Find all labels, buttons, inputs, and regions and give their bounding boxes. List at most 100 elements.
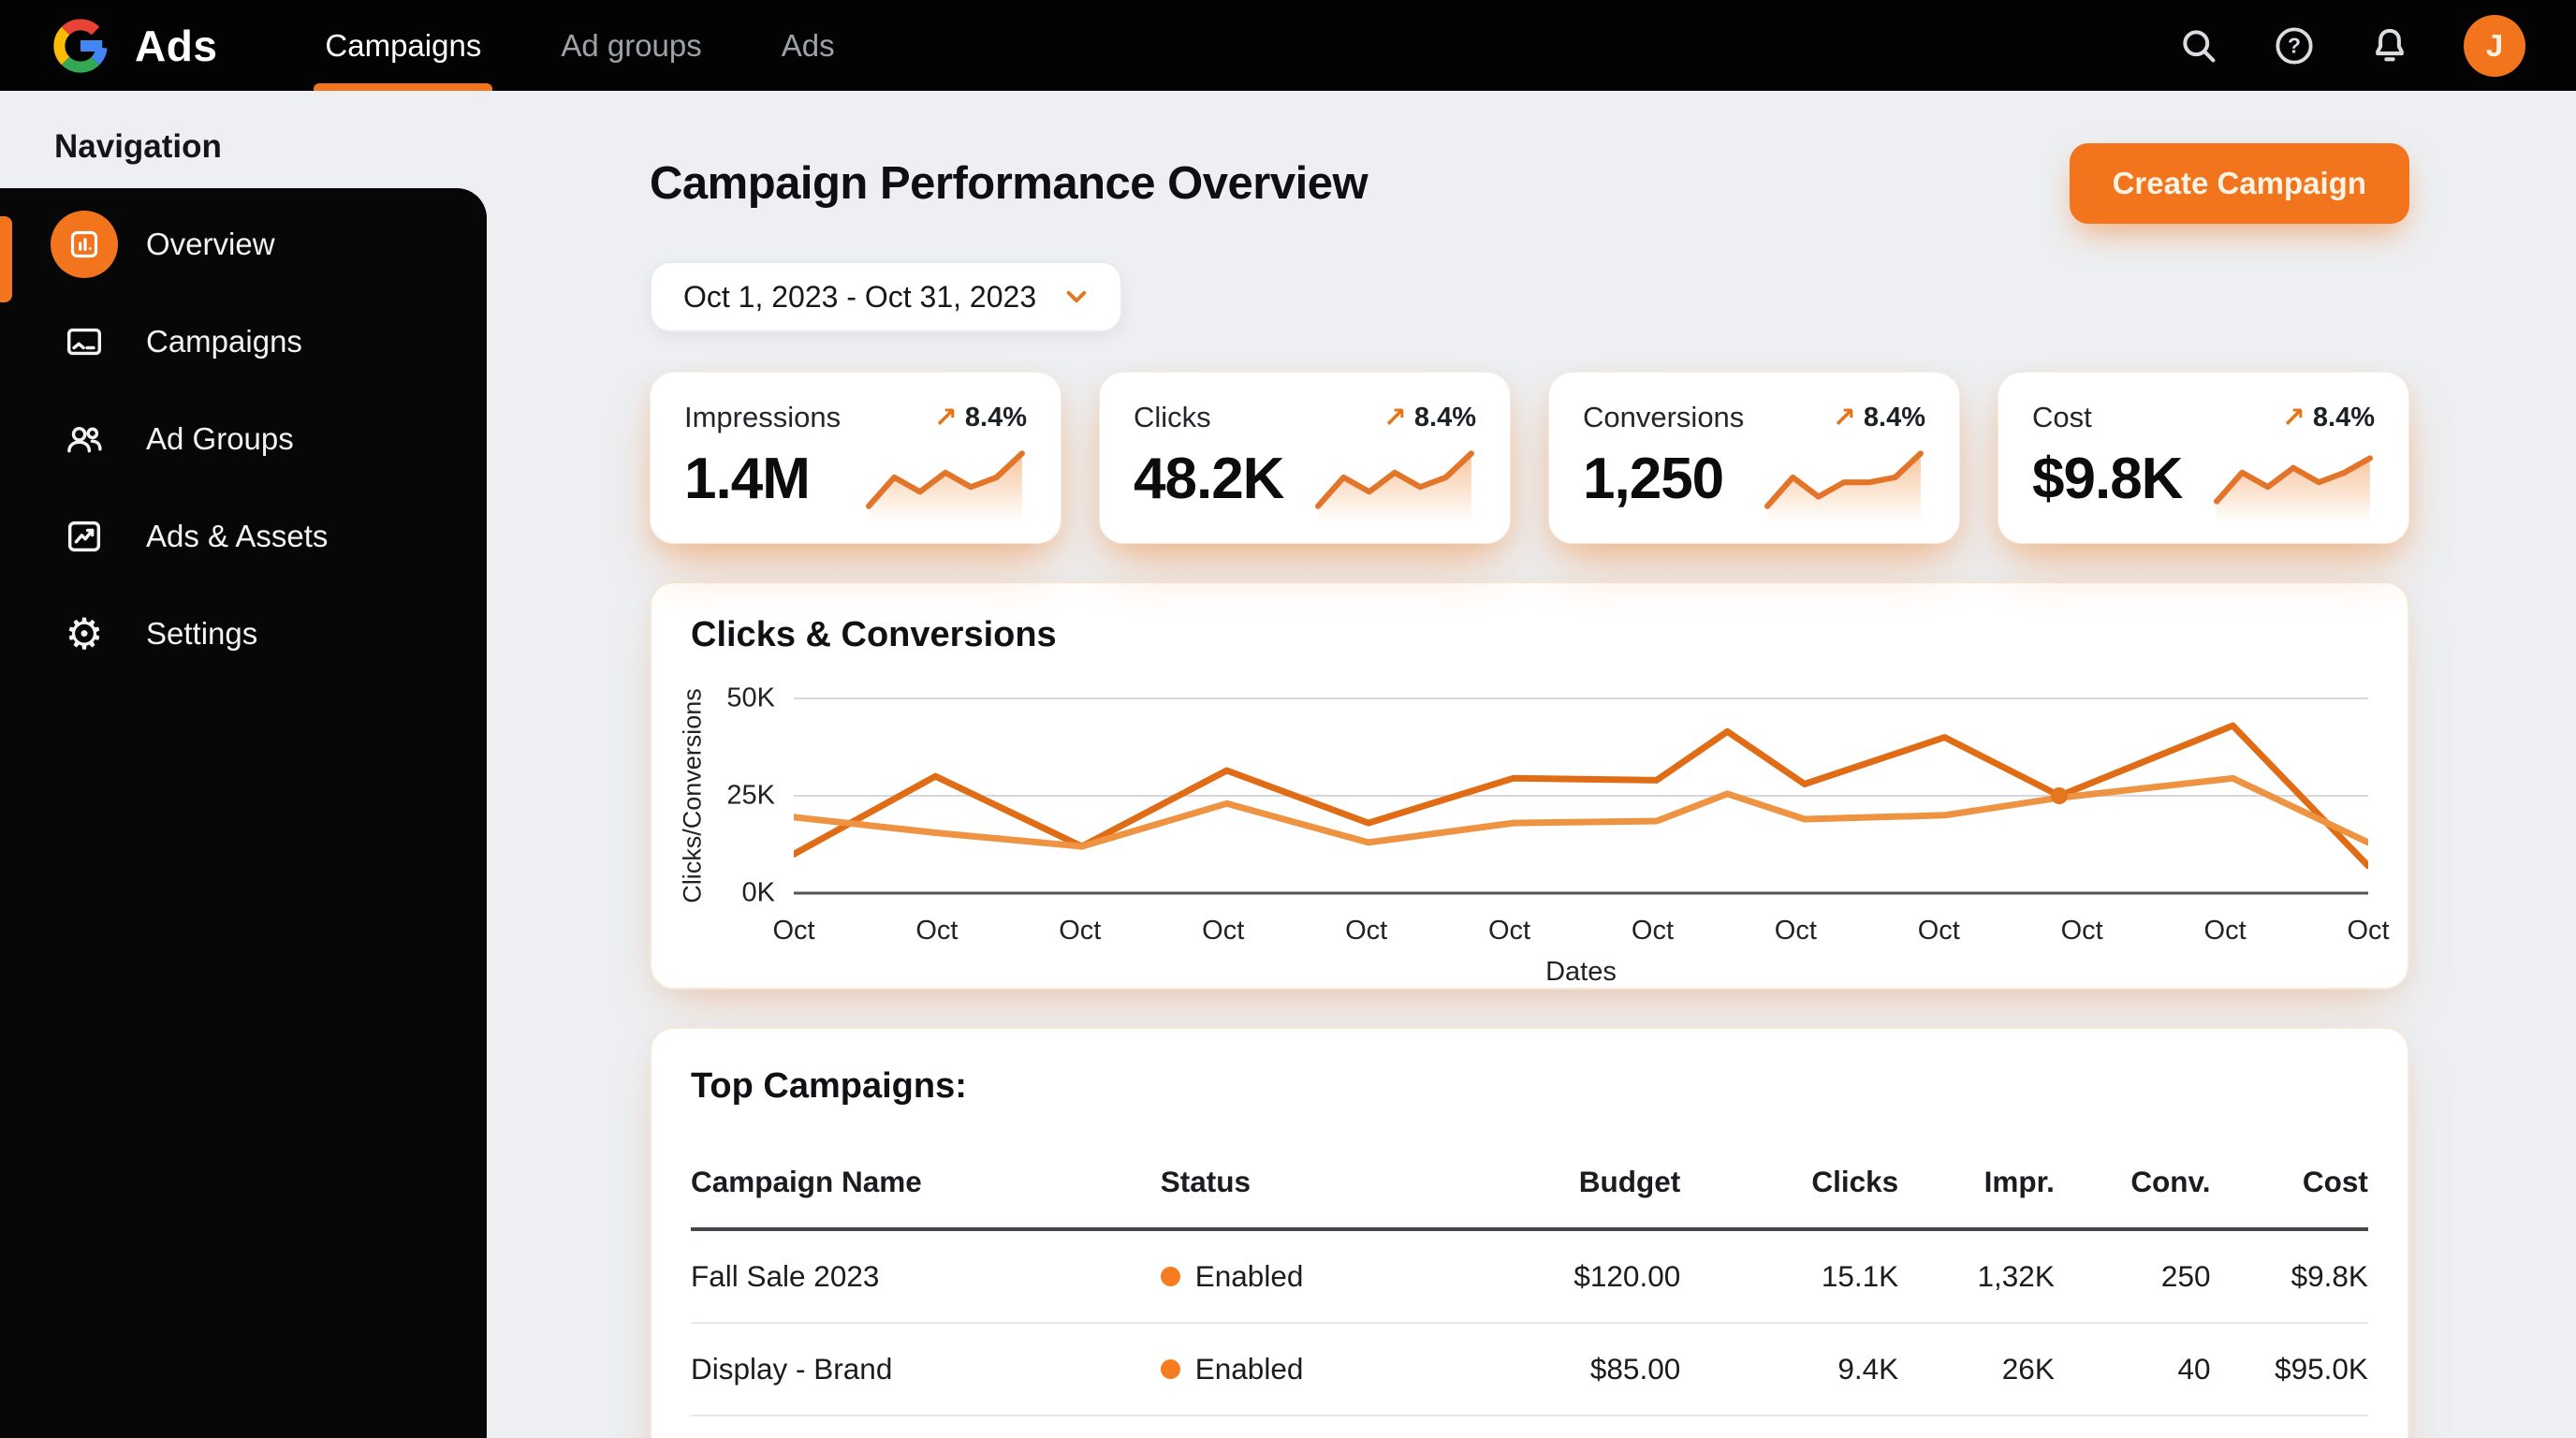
line-chart-svg — [794, 683, 2368, 908]
search-icon[interactable] — [2177, 24, 2220, 67]
main-content: Campaign Performance Overview Create Cam… — [487, 91, 2576, 1438]
x-tick-label: Oct — [1202, 916, 1245, 946]
overview-active-circle — [51, 211, 118, 278]
y-axis-label: Clicks/Conversions — [678, 688, 707, 903]
x-tick-label: Oct — [1345, 916, 1388, 946]
status-dot — [1160, 1267, 1180, 1286]
top-bar: Ads Campaigns Ad groups Ads ? J — [0, 0, 2576, 91]
kpi-label: Cost — [2032, 401, 2092, 433]
sidebar-item-overview[interactable]: Overview — [0, 196, 487, 293]
kpi-card-clicks: Clicks ↗ 8.4% 48.2K — [1099, 372, 1511, 544]
help-icon[interactable]: ? — [2273, 24, 2316, 67]
bar-chart-icon — [70, 230, 98, 258]
clicks-value: 15.1K — [1821, 1259, 1899, 1293]
conv-value: 250 — [2160, 1259, 2211, 1293]
tab-ad-groups[interactable]: Ad groups — [561, 27, 702, 63]
budget-value: $60.00 — [1462, 1416, 1680, 1438]
x-tick-label: Oct — [1487, 916, 1531, 946]
brand-name: Ads — [135, 21, 218, 70]
col-budget: Budget — [1578, 1165, 1681, 1198]
campaigns-table: Campaign Name Status Budget Clicks Impr.… — [691, 1137, 2368, 1438]
col-status: Status — [1160, 1165, 1251, 1198]
kpi-card-impressions: Impressions ↗ 8.4% 1.4M — [650, 372, 1061, 544]
conv-value: 40 — [2177, 1352, 2211, 1386]
sidebar-item-label: Ad Groups — [146, 421, 294, 456]
brand: Ads — [51, 16, 217, 76]
tab-campaigns[interactable]: Campaigns — [314, 0, 493, 91]
page-title: Campaign Performance Overview — [650, 158, 1368, 209]
trend-up-arrow-icon: ↗ — [1383, 402, 1407, 433]
sidebar: Navigation Overview — [0, 91, 487, 1438]
x-tick-label: Oct — [1631, 916, 1675, 946]
table-row[interactable]: Video - Product Paused $60.00 2.2K 13K 0… — [691, 1416, 2368, 1438]
x-tick-label: Oct — [915, 916, 959, 946]
notifications-bell-icon[interactable] — [2368, 24, 2411, 67]
sparkline-chart — [2214, 455, 2373, 522]
table-row[interactable]: Fall Sale 2023 Enabled $120.00 15.1K 1,3… — [691, 1231, 2368, 1324]
cost-value: $9.8K — [2291, 1259, 2368, 1293]
campaign-name: Video - Product — [691, 1416, 1161, 1438]
x-tick-label: Oct — [1059, 916, 1102, 946]
google-logo-icon — [51, 16, 110, 76]
cost-value: $95.0K — [2275, 1352, 2368, 1386]
kpi-label: Conversions — [1583, 401, 1745, 433]
x-axis-ticks: Oct Oct Oct Oct Oct Oct Oct Oct Oct Oct Oct Oct — [772, 916, 2389, 953]
kpi-value: 48.2K — [1134, 447, 1284, 511]
kpi-value: 1,250 — [1583, 447, 1724, 511]
chart-title: Clicks & Conversions — [691, 615, 1057, 654]
impr-value: 1,32K — [1977, 1259, 2055, 1293]
series-line-conversions — [794, 778, 2368, 846]
sidebar-item-settings[interactable]: ⚙ Settings — [0, 585, 487, 682]
clicks-value: 2.2K — [1680, 1416, 1898, 1438]
kpi-change: ↗ 8.4% — [933, 402, 1027, 433]
people-icon — [51, 405, 118, 473]
sidebar-panel: Overview Campaigns — [0, 188, 487, 1438]
trend-up-arrow-icon: ↗ — [2281, 402, 2305, 433]
table-row[interactable]: Display - Brand Enabled $85.00 9.4K 26K … — [691, 1324, 2368, 1416]
kpi-change: ↗ 8.4% — [1832, 402, 1925, 433]
kpi-cards: Impressions ↗ 8.4% 1.4M Clicks ↗ 8.4% 48… — [650, 372, 2409, 544]
gear-icon: ⚙ — [65, 609, 104, 658]
top-tabs: Campaigns Ad groups Ads — [314, 0, 835, 91]
budget-value: $85.00 — [1589, 1352, 1681, 1386]
col-campaign-name: Campaign Name — [691, 1165, 922, 1198]
clicks-value: 9.4K — [1837, 1352, 1899, 1386]
trend-up-arrow-icon: ↗ — [1832, 402, 1856, 433]
kpi-value: 1.4M — [684, 447, 811, 511]
sidebar-item-ad-groups[interactable]: Ad Groups — [0, 390, 487, 488]
active-item-accent-bar — [0, 216, 12, 302]
create-campaign-button[interactable]: Create Campaign — [2069, 143, 2409, 224]
y-tick-50k: 50K — [726, 682, 775, 713]
top-campaigns-card: Top Campaigns: Campaign Name Status Budg… — [650, 1027, 2409, 1438]
status-badge: Enabled — [1194, 1259, 1304, 1293]
col-cost: Cost — [2302, 1165, 2368, 1198]
campaigns-card-icon — [51, 308, 118, 375]
col-impr: Impr. — [1983, 1165, 2055, 1198]
x-tick-label: Oct — [1774, 916, 1817, 946]
status-dot — [1160, 1359, 1180, 1379]
trend-up-arrow-icon: ↗ — [933, 402, 958, 433]
line-chart: Clicks/Conversions 50K 25K 0K Oct Oct Oct O… — [679, 683, 2390, 946]
x-tick-label: Oct — [2060, 916, 2103, 946]
kpi-label: Impressions — [684, 401, 842, 433]
table-header-row: Campaign Name Status Budget Clicks Impr.… — [691, 1137, 2368, 1231]
x-tick-label: Oct — [2347, 916, 2390, 946]
x-tick-label: Oct — [2203, 916, 2247, 946]
sparkline-chart — [1764, 450, 1924, 522]
kpi-card-cost: Cost ↗ 8.4% $9.8K — [1998, 372, 2409, 544]
user-avatar[interactable]: J — [2464, 14, 2525, 77]
tab-ads[interactable]: Ads — [781, 27, 835, 63]
date-range-picker[interactable]: Oct 1, 2023 - Oct 31, 2023 — [650, 261, 1123, 332]
col-conv: Conv. — [2130, 1165, 2211, 1198]
sidebar-item-ads-assets[interactable]: Ads & Assets — [0, 488, 487, 585]
kpi-value: $9.8K — [2032, 447, 2183, 511]
campaign-name: Fall Sale 2023 — [691, 1259, 880, 1293]
clicks-conversions-chart-card: Clicks & Conversions Clicks/Conversions … — [650, 581, 2409, 990]
active-tab-underline — [314, 83, 493, 91]
sidebar-item-label: Overview — [146, 227, 275, 261]
budget-value: $120.00 — [1573, 1259, 1681, 1293]
campaign-name: Display - Brand — [691, 1352, 893, 1386]
sidebar-item-campaigns[interactable]: Campaigns — [0, 293, 487, 390]
sidebar-item-label: Campaigns — [146, 324, 302, 359]
kpi-change: ↗ 8.4% — [2281, 402, 2375, 433]
